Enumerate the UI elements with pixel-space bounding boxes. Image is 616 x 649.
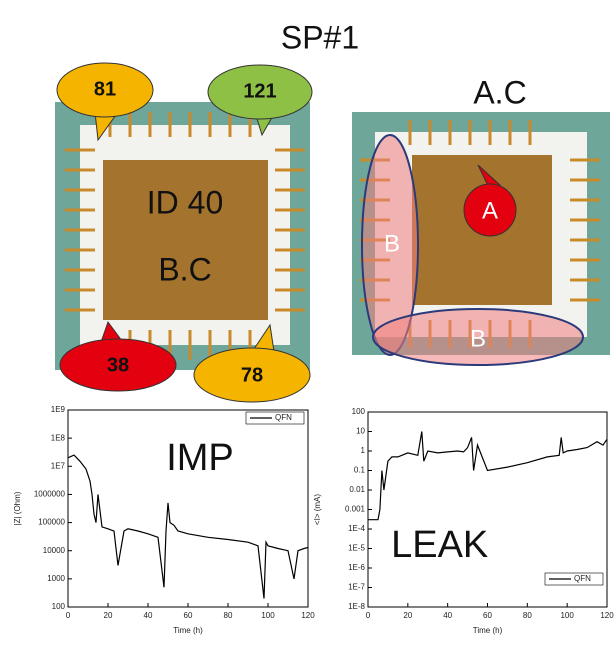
y-tick-label: 100000 <box>38 518 65 527</box>
callout: 81 <box>94 78 116 100</box>
x-tick-label: 20 <box>403 611 412 620</box>
y-axis-label: |Z| (Ohm) <box>13 491 22 525</box>
x-tick-label: 0 <box>66 611 71 620</box>
legend-label: QFN <box>275 413 292 422</box>
y-tick-label: 100 <box>52 602 66 611</box>
y-tick-label: 1E9 <box>51 405 66 414</box>
y-tick-label: 1E-5 <box>348 544 365 553</box>
y-axis-label: <I> (mA) <box>313 494 322 525</box>
callout: 78 <box>241 364 263 386</box>
y-tick-label: 0.001 <box>345 505 366 514</box>
callout: 38 <box>107 354 129 376</box>
data-line <box>368 432 607 520</box>
chart-annotation: LEAK <box>391 524 488 566</box>
figure: SP#1 ID 40 B.C 81 121 38 78 A.C A B B 10… <box>0 0 616 649</box>
x-tick-label: 0 <box>366 611 371 620</box>
x-tick-label: 80 <box>224 611 233 620</box>
chip-label: ID 40 <box>147 184 223 220</box>
figure-title: SP#1 <box>281 19 359 55</box>
y-tick-label: 1E-4 <box>348 524 365 533</box>
x-tick-label: 100 <box>560 611 574 620</box>
callout: 121 <box>243 80 276 102</box>
y-tick-label: 1E8 <box>51 433 66 442</box>
y-tick-label: 0.1 <box>354 466 366 475</box>
y-tick-label: 100 <box>352 407 366 416</box>
y-tick-label: 1 <box>361 446 366 455</box>
x-tick-label: 60 <box>184 611 193 620</box>
y-tick-label: 1000 <box>47 574 65 583</box>
x-tick-label: 100 <box>261 611 275 620</box>
x-tick-label: 80 <box>523 611 532 620</box>
y-tick-label: 10000 <box>43 546 66 555</box>
y-tick-label: 0.01 <box>349 485 365 494</box>
y-tick-label: 1E-8 <box>348 602 365 611</box>
x-tick-label: 40 <box>443 611 452 620</box>
image-title: A.C <box>473 74 526 110</box>
x-tick-label: 120 <box>301 611 315 620</box>
x-tick-label: 120 <box>600 611 614 620</box>
callout: B <box>384 230 400 257</box>
y-tick-label: 1000000 <box>34 490 66 499</box>
chip-label: B.C <box>158 251 211 287</box>
left-chip-photo <box>55 102 310 370</box>
x-tick-label: 60 <box>483 611 492 620</box>
callout: A <box>482 197 498 224</box>
y-tick-label: 10 <box>356 427 365 436</box>
y-tick-label: 1E-6 <box>348 563 365 572</box>
callout: B <box>470 325 486 352</box>
y-tick-label: 1E-7 <box>348 583 365 592</box>
legend-label: QFN <box>574 574 591 583</box>
y-tick-label: 1E7 <box>51 461 66 470</box>
x-axis-label: Time (h) <box>473 626 503 635</box>
x-tick-label: 40 <box>144 611 153 620</box>
x-tick-label: 20 <box>104 611 113 620</box>
x-axis-label: Time (h) <box>173 626 203 635</box>
chart-annotation: IMP <box>166 437 234 479</box>
